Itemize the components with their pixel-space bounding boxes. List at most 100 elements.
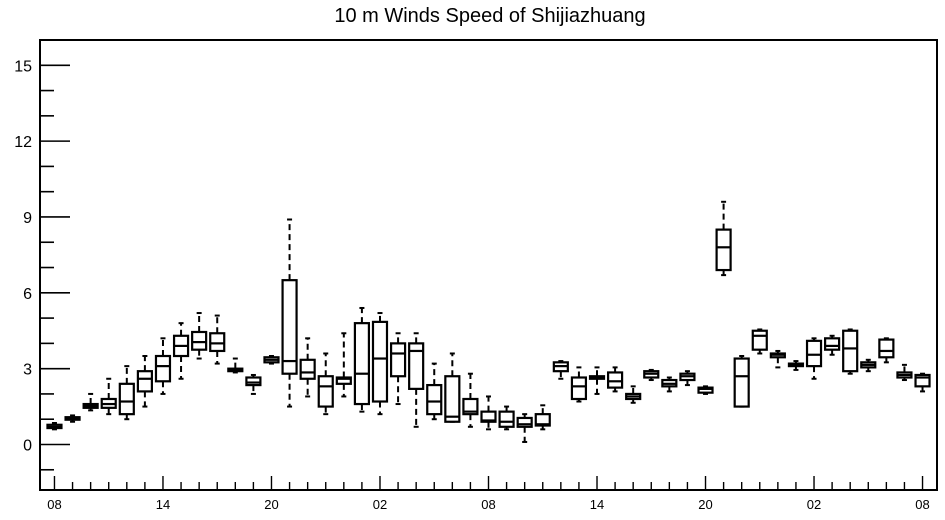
x-tick-label: 14 bbox=[590, 497, 604, 512]
box-item bbox=[227, 357, 244, 374]
box-item bbox=[136, 355, 153, 408]
y-tick-label: 15 bbox=[14, 58, 32, 75]
x-tick-label: 20 bbox=[698, 497, 712, 512]
box-series bbox=[46, 200, 931, 443]
box-item bbox=[118, 365, 135, 421]
box-item bbox=[426, 362, 443, 421]
box-item bbox=[896, 363, 913, 382]
iqr-box bbox=[426, 383, 443, 416]
iqr-box bbox=[371, 320, 389, 403]
iqr-box bbox=[842, 329, 859, 373]
iqr-box bbox=[805, 339, 823, 368]
box-item bbox=[534, 404, 551, 431]
box-item bbox=[914, 372, 931, 393]
iqr-box bbox=[824, 337, 841, 351]
iqr-box bbox=[444, 375, 461, 423]
box-item bbox=[715, 200, 732, 277]
box-item bbox=[281, 218, 298, 408]
iqr-box bbox=[697, 386, 714, 394]
box-item bbox=[191, 312, 208, 360]
iqr-box bbox=[335, 376, 352, 385]
iqr-box bbox=[715, 228, 732, 272]
chart-title: 10 m Winds Speed of Shijiazhuang bbox=[334, 5, 645, 27]
iqr-box bbox=[317, 375, 334, 408]
x-tick-label: 14 bbox=[156, 497, 170, 512]
x-axis: 08 14 20 02 08 14 20 02 08 bbox=[47, 476, 930, 512]
x-tick-label: 08 bbox=[481, 497, 495, 512]
box-item bbox=[408, 332, 425, 428]
box-item bbox=[389, 332, 407, 406]
x-tick-label: 02 bbox=[373, 497, 387, 512]
box-item bbox=[444, 352, 461, 423]
iqr-box bbox=[570, 376, 588, 401]
iqr-box bbox=[480, 410, 497, 423]
box-item bbox=[860, 358, 877, 373]
box-item bbox=[371, 312, 389, 416]
box-item bbox=[697, 385, 714, 395]
box-item bbox=[679, 370, 696, 387]
iqr-box bbox=[281, 279, 298, 375]
box-item bbox=[100, 377, 117, 416]
box-item bbox=[172, 322, 190, 380]
iqr-box bbox=[878, 338, 895, 359]
iqr-box bbox=[389, 342, 407, 378]
iqr-box bbox=[191, 330, 208, 351]
box-item bbox=[751, 328, 768, 355]
box-item bbox=[824, 334, 841, 356]
box-item bbox=[516, 413, 533, 443]
iqr-box bbox=[209, 332, 226, 353]
iqr-box bbox=[299, 358, 316, 380]
box-item bbox=[46, 422, 63, 431]
box-item bbox=[588, 366, 606, 395]
iqr-box bbox=[733, 357, 750, 408]
box-item bbox=[263, 355, 280, 365]
iqr-box bbox=[245, 376, 262, 387]
box-item bbox=[480, 395, 497, 431]
iqr-box bbox=[154, 354, 172, 383]
box-item bbox=[552, 360, 569, 380]
box-item bbox=[353, 306, 371, 413]
iqr-box bbox=[408, 342, 425, 390]
box-item bbox=[335, 332, 352, 398]
iqr-box bbox=[606, 371, 624, 389]
box-item bbox=[299, 337, 316, 398]
y-tick-label: 12 bbox=[14, 134, 32, 151]
iqr-box bbox=[353, 322, 371, 406]
iqr-box bbox=[516, 416, 533, 428]
x-tick-label: 08 bbox=[47, 497, 61, 512]
iqr-box bbox=[751, 329, 768, 351]
box-item bbox=[643, 368, 660, 382]
box-item bbox=[498, 405, 515, 431]
box-item bbox=[606, 366, 624, 393]
iqr-box bbox=[498, 410, 515, 428]
box-item bbox=[82, 392, 99, 412]
y-tick-label: 0 bbox=[23, 437, 32, 454]
box-item bbox=[769, 349, 786, 369]
box-item bbox=[787, 360, 805, 371]
iqr-box bbox=[136, 370, 153, 393]
iqr-box bbox=[118, 382, 135, 416]
box-item bbox=[64, 414, 81, 423]
box-item bbox=[733, 355, 750, 408]
box-item bbox=[842, 328, 859, 375]
box-item bbox=[462, 372, 479, 428]
box-item bbox=[625, 385, 642, 404]
box-item bbox=[805, 337, 823, 380]
box-item bbox=[209, 314, 226, 365]
iqr-box bbox=[462, 397, 479, 416]
y-tick-label: 3 bbox=[23, 362, 32, 379]
x-tick-label: 20 bbox=[264, 497, 278, 512]
x-tick-label: 08 bbox=[915, 497, 929, 512]
box-item bbox=[245, 373, 262, 395]
box-item bbox=[154, 337, 172, 395]
box-item bbox=[570, 366, 588, 403]
iqr-box bbox=[914, 373, 931, 388]
box-item bbox=[661, 376, 678, 393]
y-axis: 0 3 6 9 12 15 bbox=[14, 39, 70, 471]
x-tick-label: 02 bbox=[807, 497, 821, 512]
box-item bbox=[878, 337, 895, 364]
y-tick-label: 6 bbox=[23, 286, 32, 303]
box-item bbox=[317, 352, 334, 416]
iqr-box bbox=[534, 413, 551, 427]
